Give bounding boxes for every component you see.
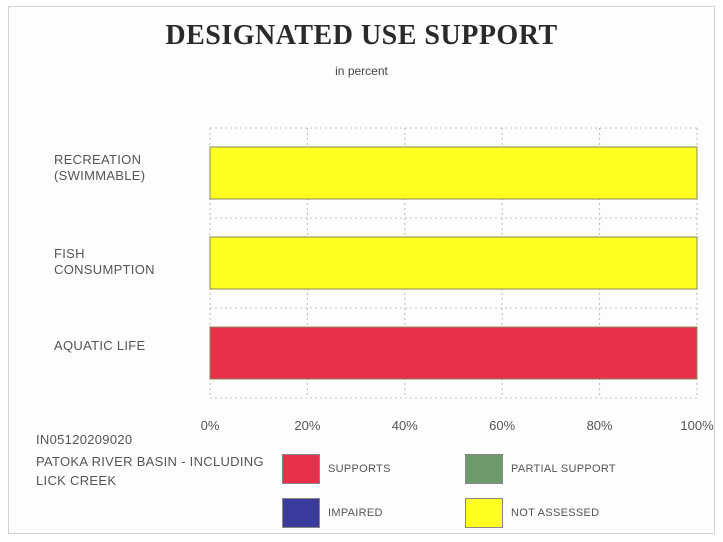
bar-not-assessed	[209, 146, 698, 200]
legend-label-supports: SUPPORTS	[328, 463, 391, 475]
legend-item-not-assessed: NOT ASSESSED	[465, 498, 599, 528]
basin-name: PATOKA RIVER BASIN - INCLUDING LICK CREE…	[36, 454, 264, 488]
chart-subtitle: in percent	[335, 64, 388, 78]
basin-id: IN05120209020	[36, 432, 133, 447]
bar-not-assessed	[209, 236, 698, 290]
legend-label-impaired: IMPAIRED	[328, 507, 383, 519]
x-tick-label: 80%	[587, 418, 613, 433]
legend-item-partial-support: PARTIAL SUPPORT	[465, 454, 616, 484]
legend-swatch-partial-support	[465, 454, 503, 484]
x-tick-label: 60%	[489, 418, 515, 433]
x-tick-label: 40%	[392, 418, 418, 433]
x-tick-label: 100%	[680, 418, 714, 433]
bar-supports	[209, 326, 698, 380]
category-label-aquatic-life: AQUATIC LIFE	[54, 338, 146, 353]
x-tick-label: 0%	[201, 418, 220, 433]
legend-item-impaired: IMPAIRED	[282, 498, 383, 528]
legend-item-supports: SUPPORTS	[282, 454, 391, 484]
chart-title: DESIGNATED USE SUPPORT	[165, 20, 558, 51]
legend-swatch-not-assessed	[465, 498, 503, 528]
legend-label-not-assessed: NOT ASSESSED	[511, 507, 600, 519]
x-tick-label: 20%	[294, 418, 320, 433]
category-label-fish-consumption: FISH CONSUMPTION	[54, 246, 155, 277]
category-label-recreation: RECREATION (SWIMMABLE)	[54, 152, 146, 183]
legend-label-partial-support: PARTIAL SUPPORT	[511, 463, 616, 475]
legend-swatch-supports	[282, 454, 320, 484]
legend-swatch-impaired	[282, 498, 320, 528]
